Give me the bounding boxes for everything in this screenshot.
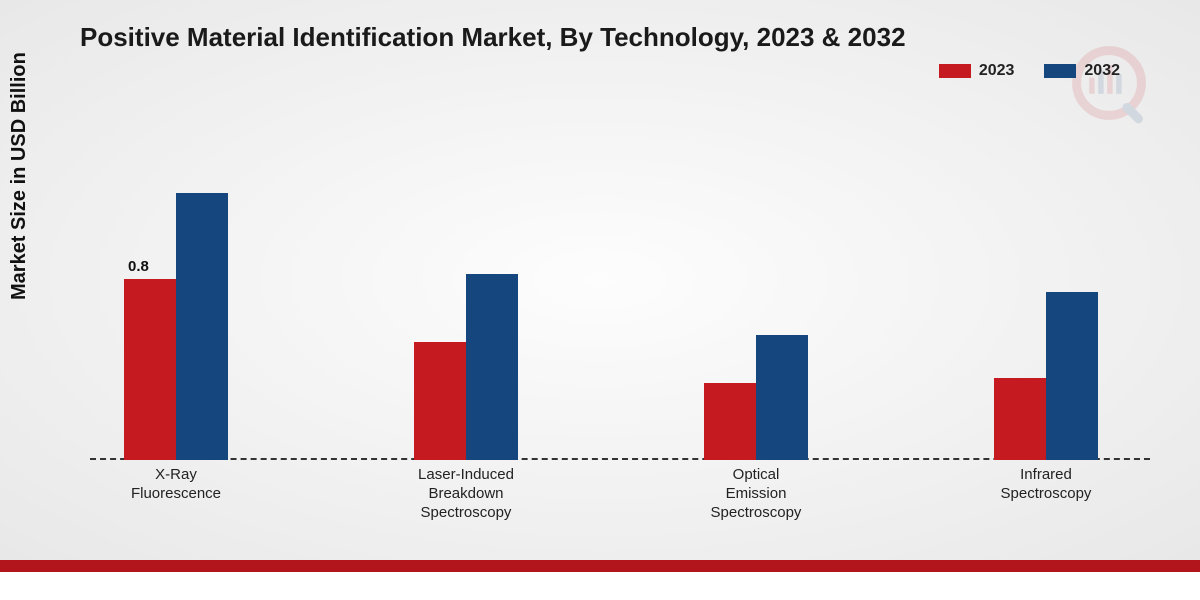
legend-swatch-2023 [939,64,971,78]
chart-title: Positive Material Identification Market,… [80,22,906,53]
bar-2032 [176,193,228,460]
x-axis-labels: X-RayFluorescenceLaser-InducedBreakdownS… [90,462,1150,542]
chart-container: Positive Material Identification Market,… [0,0,1200,600]
legend: 2023 2032 [939,62,1120,80]
category-label: Laser-InducedBreakdownSpectroscopy [376,466,556,522]
category-label: InfraredSpectroscopy [956,466,1136,504]
legend-item-2032: 2032 [1044,62,1120,80]
legend-label-2023: 2023 [979,62,1015,80]
bar-2023 [124,279,176,460]
watermark-icon [1064,38,1154,128]
legend-item-2023: 2023 [939,62,1015,80]
bar-2023 [414,342,466,460]
category-label: OpticalEmissionSpectroscopy [666,466,846,522]
footer-accent-bar [0,560,1200,600]
bar-value-label: 0.8 [128,258,149,275]
bar-2023 [704,383,756,460]
plot-area: 0.8 [90,120,1150,460]
bar-2023 [994,378,1046,460]
y-axis-label: Market Size in USD Billion [8,52,31,300]
bar-group [696,335,816,460]
category-label: X-RayFluorescence [86,466,266,504]
bar-2032 [756,335,808,460]
bar-2032 [466,274,518,460]
bar-group [406,274,526,460]
bar-group: 0.8 [116,193,236,460]
bar-group [986,292,1106,460]
legend-label-2032: 2032 [1084,62,1120,80]
legend-swatch-2032 [1044,64,1076,78]
bar-2032 [1046,292,1098,460]
